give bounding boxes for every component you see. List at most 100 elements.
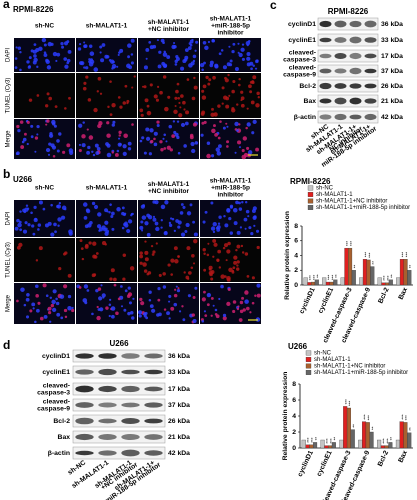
cell bbox=[150, 139, 154, 144]
cell bbox=[126, 228, 131, 234]
cell bbox=[106, 133, 111, 138]
cell bbox=[232, 79, 236, 84]
cell bbox=[115, 311, 119, 316]
cell bbox=[83, 215, 88, 220]
cell bbox=[237, 140, 242, 145]
significance: ** bbox=[389, 437, 394, 441]
blot-strip bbox=[317, 110, 379, 124]
band bbox=[75, 369, 94, 375]
cell bbox=[185, 275, 190, 280]
cell bbox=[16, 151, 20, 156]
significance: *** bbox=[330, 275, 335, 281]
column-header: +NC inhibitor bbox=[148, 188, 189, 195]
cell bbox=[22, 137, 27, 142]
row-label: Merge bbox=[6, 294, 12, 312]
cell bbox=[42, 283, 47, 288]
cell bbox=[178, 310, 182, 313]
cell bbox=[177, 96, 181, 100]
cell bbox=[37, 228, 40, 231]
cell bbox=[96, 315, 101, 321]
cell bbox=[206, 292, 212, 298]
cell bbox=[228, 45, 231, 48]
chart-title: RPMI-8226 bbox=[290, 177, 331, 186]
legend-swatch bbox=[307, 198, 314, 204]
cell bbox=[199, 62, 205, 68]
cell bbox=[95, 151, 100, 155]
cell bbox=[208, 267, 212, 271]
cell bbox=[191, 313, 195, 317]
cell bbox=[175, 285, 178, 288]
y-tick-label: 8 bbox=[294, 223, 298, 230]
cell bbox=[94, 143, 99, 148]
cell bbox=[26, 293, 30, 297]
cell bbox=[27, 223, 31, 227]
cell bbox=[143, 269, 148, 273]
cell bbox=[240, 90, 244, 94]
cell bbox=[71, 306, 74, 310]
cell bbox=[212, 75, 216, 80]
cell bbox=[99, 307, 104, 312]
cell bbox=[147, 271, 152, 275]
cell bbox=[14, 57, 18, 60]
cell bbox=[152, 200, 156, 204]
cell bbox=[111, 103, 116, 108]
cell bbox=[108, 314, 111, 318]
cell bbox=[28, 65, 31, 68]
cell bbox=[43, 314, 48, 319]
cell bbox=[16, 245, 21, 250]
legend-swatch bbox=[307, 185, 314, 191]
cell bbox=[139, 251, 143, 255]
significance: *** bbox=[386, 275, 391, 281]
significance: *** bbox=[364, 252, 369, 258]
cell bbox=[217, 249, 222, 254]
cell bbox=[16, 299, 19, 303]
cell bbox=[192, 220, 196, 224]
cell bbox=[218, 52, 222, 56]
cell bbox=[148, 152, 152, 156]
column-header: sh-MALAT1-1 bbox=[148, 181, 190, 188]
cell bbox=[216, 259, 220, 262]
cell bbox=[183, 144, 187, 148]
cell bbox=[157, 298, 161, 302]
cell bbox=[116, 149, 120, 153]
bar bbox=[403, 259, 408, 286]
cell bbox=[206, 303, 210, 307]
cell bbox=[255, 103, 260, 108]
bar bbox=[377, 277, 382, 286]
cell bbox=[192, 262, 196, 265]
cell bbox=[142, 262, 147, 267]
band bbox=[349, 52, 362, 60]
significance: ** bbox=[334, 274, 339, 278]
cell bbox=[133, 75, 136, 78]
row-label: DAPI bbox=[6, 211, 12, 225]
band bbox=[75, 402, 94, 408]
protein-label: Bax bbox=[304, 98, 317, 105]
cell bbox=[91, 312, 94, 316]
cell bbox=[173, 293, 178, 298]
cell bbox=[256, 293, 261, 298]
cell bbox=[252, 75, 257, 80]
cell bbox=[166, 145, 171, 150]
bar bbox=[331, 442, 336, 449]
cell bbox=[92, 241, 97, 246]
cell bbox=[36, 65, 39, 68]
cell bbox=[56, 52, 61, 57]
cell bbox=[157, 286, 161, 291]
cell bbox=[51, 145, 57, 150]
protein-label: Bcl-2 bbox=[53, 418, 70, 425]
cell bbox=[16, 218, 20, 223]
cell bbox=[33, 205, 37, 210]
cell bbox=[64, 64, 69, 69]
cell bbox=[111, 211, 115, 216]
mw-label: 26 kDa bbox=[168, 418, 190, 425]
column-header: +NC inhibitor bbox=[148, 26, 189, 33]
bar bbox=[322, 277, 327, 286]
cell bbox=[251, 301, 255, 305]
cell bbox=[232, 207, 238, 213]
column-header: +miR-188-5p bbox=[211, 23, 250, 30]
cell bbox=[29, 309, 33, 313]
cell bbox=[106, 55, 110, 59]
cell bbox=[177, 225, 181, 229]
cell bbox=[113, 283, 117, 287]
cell bbox=[237, 83, 241, 87]
